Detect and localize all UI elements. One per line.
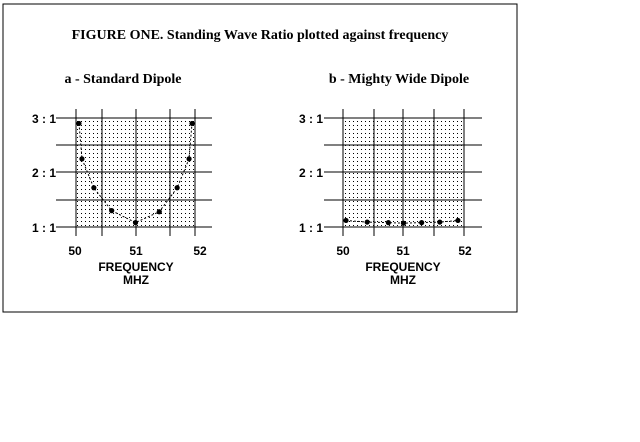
chart-b-grid xyxy=(324,109,482,236)
figure-title: FIGURE ONE. Standing Wave Ratio plotted … xyxy=(72,28,449,43)
chart-a-tick-labels: 50 51 52 1 : 1 2 : 1 3 : 1 xyxy=(32,112,207,258)
chart-a-data-point xyxy=(109,208,115,214)
chart-a-xtick-label: 51 xyxy=(129,244,143,258)
chart-b-xlabel-line1: FREQUENCY xyxy=(365,260,440,274)
chart-a-ytick-label: 3 : 1 xyxy=(32,112,56,126)
chart-a-series-line xyxy=(78,123,193,224)
chart-b-ytick-label: 3 : 1 xyxy=(299,112,323,126)
chart-b-data-point xyxy=(400,220,407,226)
chart-b-data-point xyxy=(343,217,349,224)
chart-b-ytick-label: 2 : 1 xyxy=(299,166,323,180)
chart-a-data-point xyxy=(132,220,139,226)
chart-b-tick-labels: 50 51 52 1 : 1 2 : 1 3 : 1 xyxy=(299,112,472,258)
chart-a-points xyxy=(76,120,195,226)
chart-b-data-point xyxy=(437,219,443,225)
chart-a-xtick-label: 50 xyxy=(68,244,82,258)
chart-a-data-point xyxy=(79,156,85,162)
chart-a-ytick-label: 1 : 1 xyxy=(32,221,56,235)
chart-mighty-wide-dipole: b - Mighty Wide Dipole 50 51 52 1 : 1 2 : 1 3… xyxy=(299,72,482,287)
chart-a-data-point xyxy=(76,120,82,127)
chart-a-xlabel-line1: FREQUENCY xyxy=(98,260,173,274)
chart-b-data-point xyxy=(385,220,391,226)
chart-b-xtick-label: 51 xyxy=(396,244,410,258)
chart-a-xtick-label: 52 xyxy=(193,244,207,258)
chart-a-xlabel-line2: MHZ xyxy=(123,273,149,287)
chart-b-data-point xyxy=(419,220,425,226)
chart-a-data-point xyxy=(186,156,192,162)
chart-b-title: b - Mighty Wide Dipole xyxy=(329,72,469,87)
chart-b-points xyxy=(343,217,461,226)
chart-standard-dipole: a - Standard Dipole 50 51 52 1 : 1 2 : 1 3 : … xyxy=(32,72,212,287)
chart-a-ytick-label: 2 : 1 xyxy=(32,166,56,180)
chart-a-data-point xyxy=(156,209,162,215)
chart-a-title: a - Standard Dipole xyxy=(64,72,181,87)
chart-b-data-point xyxy=(364,219,370,225)
chart-b-xtick-label: 50 xyxy=(336,244,350,258)
chart-b-ytick-label: 1 : 1 xyxy=(299,221,323,235)
chart-a-data-point xyxy=(189,120,195,127)
chart-b-data-point xyxy=(455,217,461,224)
chart-a-grid xyxy=(56,109,212,236)
chart-a-data-point xyxy=(91,185,97,191)
chart-a-data-point xyxy=(174,185,180,191)
chart-b-xlabel-line2: MHZ xyxy=(390,273,416,287)
chart-b-xtick-label: 52 xyxy=(458,244,472,258)
